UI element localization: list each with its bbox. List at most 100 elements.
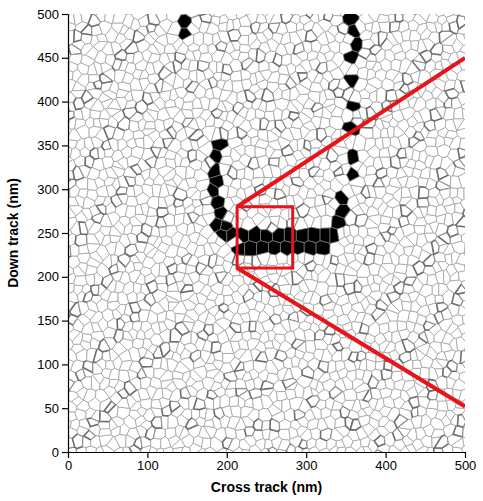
grain-cell [156, 34, 168, 47]
grain-cell [289, 112, 299, 121]
grain-cell [375, 398, 385, 411]
grain-cell [208, 305, 220, 316]
grain-cell [278, 74, 290, 84]
grain-cell [108, 292, 118, 302]
grain-cell [397, 321, 407, 332]
grain-cell [91, 410, 100, 421]
grain-cell [296, 94, 309, 106]
grain-cell [140, 377, 151, 389]
grain-cell [315, 204, 326, 216]
grain-cell [85, 274, 94, 286]
grain-cell [122, 321, 133, 332]
grain-cell [157, 208, 169, 217]
grain-cell [123, 281, 134, 295]
grain-cell [366, 359, 375, 371]
grain-cell [238, 35, 249, 45]
grain-cell [107, 318, 117, 329]
grain-cell [188, 150, 197, 162]
grain-cell [103, 68, 115, 81]
grain-cell [358, 415, 370, 426]
grain-cell [194, 204, 203, 215]
grain-cell [200, 285, 212, 297]
grain-cell [369, 90, 377, 102]
chart: 0100200300400500050100150200250300350400… [0, 0, 483, 501]
grain-cell [100, 378, 110, 390]
grain-cell [160, 342, 170, 357]
grain-cell [202, 438, 211, 449]
grain-cell [409, 186, 420, 200]
grain-cell [91, 285, 99, 295]
grain-cell [163, 73, 176, 87]
grain-cell [244, 360, 254, 372]
grain-cell [69, 54, 83, 65]
grain-cell [142, 367, 154, 379]
grain-cell [316, 400, 326, 410]
grain-cell [194, 32, 204, 46]
grain-cell [283, 357, 293, 368]
grain-cell [150, 92, 160, 102]
grain-cell [191, 381, 203, 391]
grain-cell [272, 401, 281, 411]
grain-cell [109, 368, 119, 379]
grain-cell [359, 359, 367, 371]
grain-cell [428, 32, 440, 44]
grain-cell [395, 14, 403, 22]
grain-cell [434, 435, 448, 448]
grain-cell [214, 396, 221, 409]
grain-cell [420, 50, 432, 63]
grain-cell [247, 14, 258, 24]
grain-cell [200, 14, 212, 23]
grain-cell [96, 14, 106, 22]
grain-cell [226, 91, 237, 105]
grain-cell [99, 429, 112, 437]
grain-cell [304, 198, 315, 208]
grain-cell [142, 184, 153, 198]
grain-cell [286, 382, 298, 390]
grain-cell [86, 265, 98, 275]
grain-cell [163, 169, 176, 182]
grain-cell [190, 190, 200, 200]
grain-cell [211, 342, 221, 353]
grain-cell [264, 111, 274, 121]
grain-cell [298, 73, 308, 82]
grain-cell [344, 243, 355, 254]
grain-cell [296, 341, 306, 353]
plot-area [68, 14, 465, 452]
grain-cell [402, 301, 412, 311]
grain-cell [245, 145, 255, 158]
grain-cell [123, 14, 134, 28]
grain-cell [420, 167, 431, 179]
grain-cell [359, 128, 373, 139]
grain-cell [424, 137, 436, 146]
grain-cell [280, 32, 290, 45]
grain-cell [90, 148, 99, 159]
grain-cell [72, 434, 83, 449]
grain-cell [328, 360, 336, 373]
grain-cell [176, 69, 190, 81]
grain-cell [74, 285, 83, 295]
grain-cell [376, 379, 386, 390]
grain-cell [258, 129, 268, 141]
grain-cell [189, 129, 204, 140]
grain-cell [375, 361, 384, 371]
grain-cell [280, 208, 289, 221]
grain-cell [96, 299, 108, 312]
grain-cell [175, 166, 187, 179]
grain-cell [440, 188, 451, 200]
grain-cell [166, 225, 177, 237]
grain-cell [115, 434, 127, 447]
grain-cell [419, 284, 432, 297]
grain-cell [144, 122, 155, 129]
grain-cell [159, 370, 173, 381]
grain-cell [379, 22, 391, 33]
grain-cell [380, 114, 393, 123]
grain-cell [341, 302, 352, 315]
grain-cell [425, 146, 439, 156]
grain-cell [225, 14, 237, 20]
grain-cell [315, 282, 329, 297]
grain-cell [351, 440, 361, 451]
grain-cell [288, 319, 299, 331]
grain-cell [402, 381, 414, 392]
grain-cell [240, 322, 249, 333]
grain-cell [81, 377, 92, 390]
